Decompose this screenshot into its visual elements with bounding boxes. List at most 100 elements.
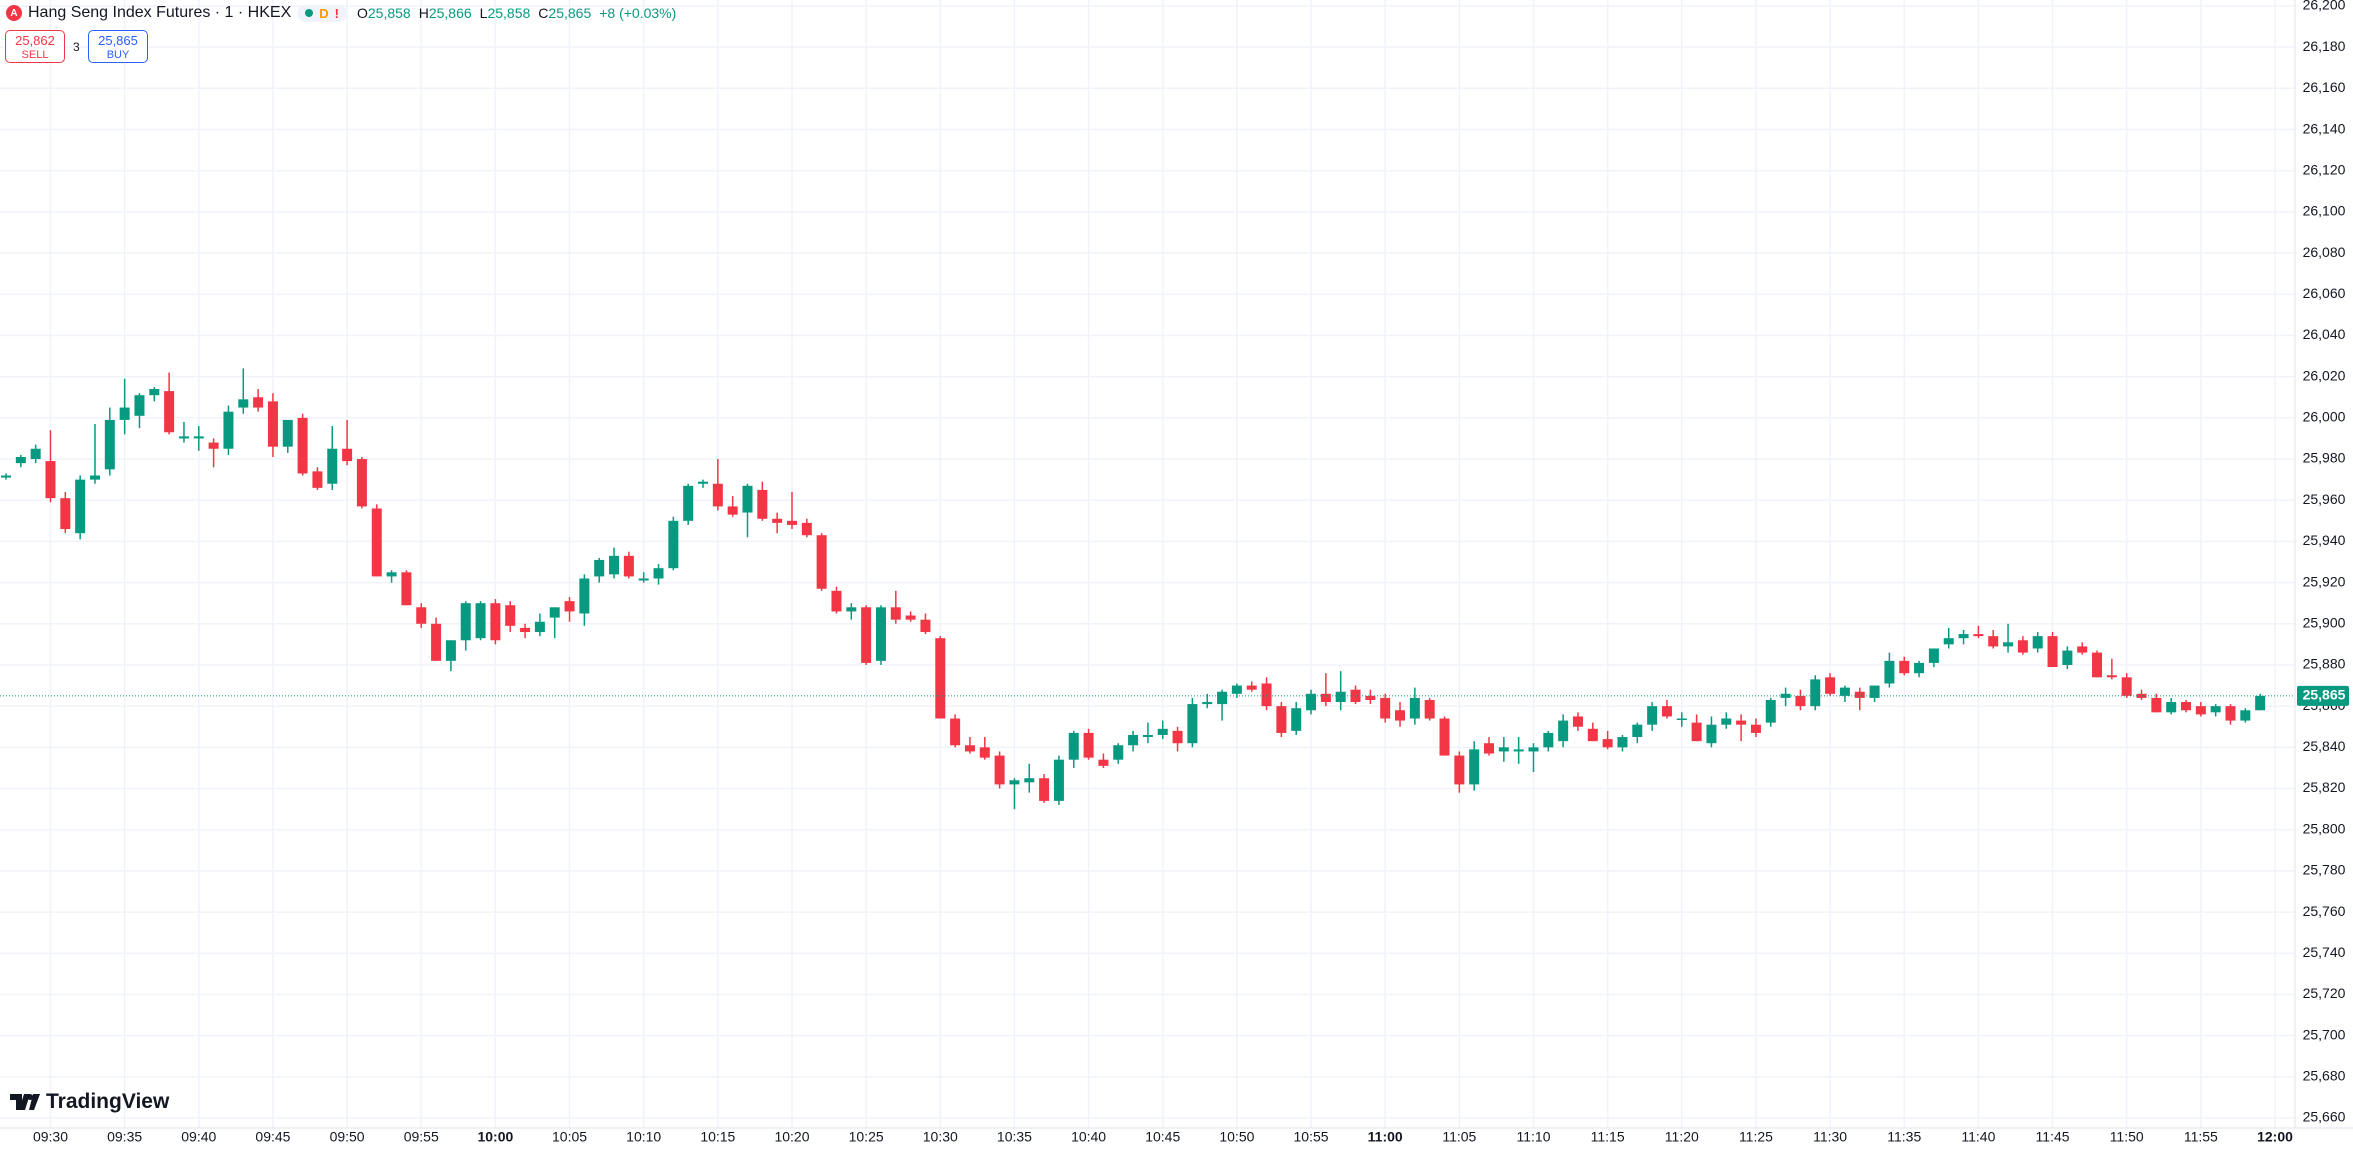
candle-body <box>1 475 11 478</box>
candle-body <box>1528 747 1539 752</box>
x-tick-label: 10:40 <box>1071 1129 1106 1145</box>
candle-body <box>2017 640 2028 653</box>
candle-body <box>1647 706 1658 725</box>
candle-body <box>994 755 1005 785</box>
candle-body <box>875 607 886 661</box>
candle-body <box>742 485 753 513</box>
ohlc-item: O25,858 <box>357 5 411 21</box>
ohlc-value: 25,866 <box>428 5 472 21</box>
sell-price: 25,862 <box>15 33 55 48</box>
candle-body <box>193 436 204 439</box>
candle-body <box>1825 677 1836 694</box>
candle-body <box>1142 734 1153 738</box>
sell-button[interactable]: 25,862 SELL <box>5 30 65 63</box>
change: +8 (+0.03%) <box>599 5 677 21</box>
status-pill[interactable]: D! <box>297 4 347 22</box>
y-tick-label: 25,680 <box>2303 1068 2346 1084</box>
y-tick-label: 25,820 <box>2303 779 2346 795</box>
candle-body <box>564 601 575 612</box>
ohlc-item: C25,865 <box>538 5 591 21</box>
candle-body <box>253 397 264 408</box>
candle-body <box>1958 634 1969 639</box>
candle-body <box>831 590 842 612</box>
candle-body <box>1246 685 1257 690</box>
candle-body <box>1676 718 1687 721</box>
x-tick-label: 10:00 <box>477 1129 513 1145</box>
candle-body <box>1973 634 1984 637</box>
buy-label: BUY <box>106 49 130 61</box>
candle-body <box>1009 780 1020 785</box>
candle-body <box>1320 693 1331 703</box>
x-tick-label: 11:15 <box>1591 1129 1625 1145</box>
candle-body <box>534 621 545 633</box>
candle-body <box>772 518 783 523</box>
candle-body <box>786 520 797 525</box>
candle-body <box>1617 737 1628 748</box>
ohlc-value: 25,865 <box>548 5 592 21</box>
x-tick-label: 10:35 <box>997 1129 1032 1145</box>
candle-body <box>653 568 664 579</box>
y-tick-label: 26,020 <box>2303 367 2346 383</box>
candle-body <box>1454 755 1465 785</box>
candle-body <box>861 607 872 663</box>
candle-body <box>401 572 412 606</box>
candle-body <box>1513 749 1524 752</box>
x-tick-label: 09:40 <box>181 1129 216 1145</box>
candle-body <box>149 389 160 396</box>
y-tick-label: 25,940 <box>2303 532 2346 548</box>
candle-body <box>164 391 175 433</box>
y-tick-label: 26,040 <box>2303 326 2346 342</box>
candle-body <box>1928 648 1939 663</box>
candle-body <box>1024 778 1035 783</box>
candle-body <box>208 442 219 449</box>
candle-body <box>178 436 189 439</box>
candle-body <box>2047 636 2058 668</box>
candle-body <box>757 489 768 519</box>
candle-body <box>2181 702 2192 711</box>
candle-body <box>134 395 145 416</box>
candle-body <box>238 399 249 408</box>
candle-body <box>1335 691 1346 703</box>
candle-body <box>668 520 679 569</box>
y-tick-label: 25,900 <box>2303 614 2346 630</box>
candle-body <box>520 627 531 633</box>
candle-body <box>327 448 338 484</box>
ohlc-key: O <box>356 5 368 21</box>
candle-body <box>45 461 56 499</box>
x-tick-label: 10:55 <box>1294 1129 1329 1145</box>
candle-body <box>2106 675 2117 678</box>
candle-body <box>445 640 456 661</box>
ohlc-values: O25,858 H25,866 L25,858 C25,865 +8 (+0.03%) <box>357 5 676 21</box>
candle-body <box>1261 683 1272 707</box>
x-tick-label: 11:45 <box>2036 1129 2070 1145</box>
candle-body <box>1113 745 1124 760</box>
x-tick-label: 11:30 <box>1813 1129 1847 1145</box>
x-tick-label: 09:35 <box>107 1129 142 1145</box>
candle-body <box>1068 732 1079 760</box>
candle-body <box>1231 685 1242 694</box>
candle-body <box>1721 718 1732 725</box>
buy-button[interactable]: 25,865 BUY <box>88 30 148 63</box>
x-tick-label: 09:30 <box>33 1129 68 1145</box>
candle-body <box>1558 720 1569 742</box>
candle-body <box>1899 660 1910 674</box>
ohlc-value: 25,858 <box>367 5 411 21</box>
candle-body <box>282 419 293 447</box>
candle-body <box>1276 706 1287 733</box>
x-tick-label: 10:15 <box>700 1129 735 1145</box>
candle-body <box>1217 691 1228 705</box>
x-tick-label: 10:45 <box>1145 1129 1180 1145</box>
candle-body <box>386 572 397 577</box>
buy-price: 25,865 <box>98 33 138 48</box>
y-tick-label: 26,060 <box>2303 285 2346 301</box>
x-tick-label: 11:55 <box>2184 1129 2218 1145</box>
branding[interactable]: TradingView <box>10 1090 169 1114</box>
candle-body <box>2195 706 2206 715</box>
candle-body <box>950 718 961 746</box>
x-tick-label: 11:25 <box>1739 1129 1773 1145</box>
candle-body <box>1498 747 1509 752</box>
y-tick-label: 25,740 <box>2303 944 2346 960</box>
symbol-title[interactable]: Hang Seng Index Futures · 1 · HKEX <box>28 4 292 21</box>
